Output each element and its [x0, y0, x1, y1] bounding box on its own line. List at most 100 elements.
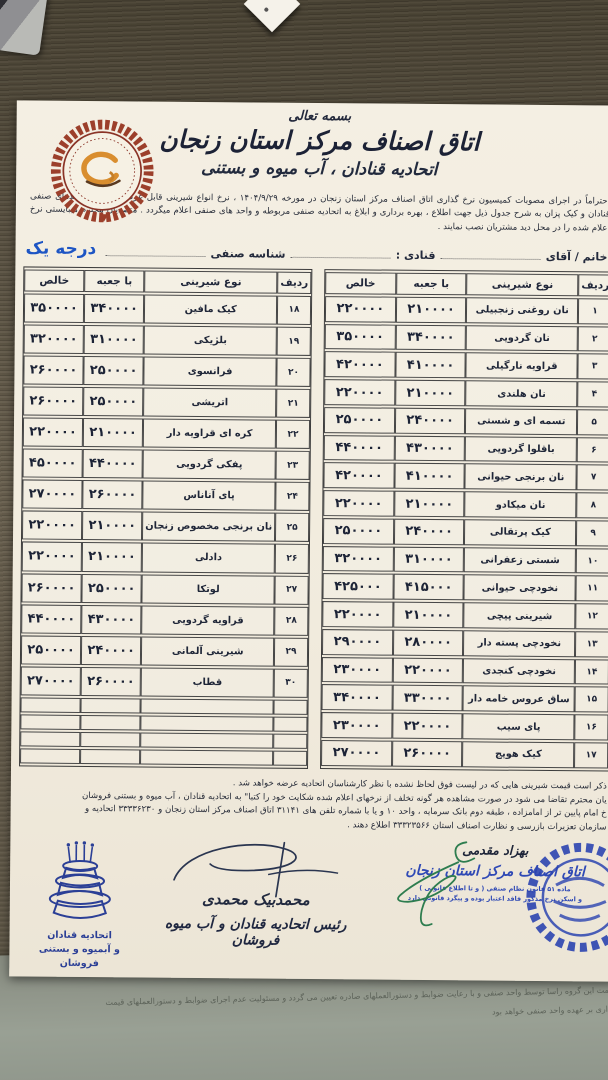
- net-price-cell: ۲۶۰۰۰۰: [23, 386, 84, 417]
- with-box-price-cell: ۳۴۰۰۰۰: [395, 324, 467, 351]
- sweet-name-cell: شیرینی پیچی: [463, 602, 576, 630]
- with-box-price-cell: ۲۱۰۰۰۰: [395, 296, 467, 323]
- header-sweet-type: نوع شیرینی: [466, 273, 579, 297]
- net-price-cell: ۲۷۰۰۰۰: [22, 479, 83, 510]
- gear-stamp-icon: [526, 842, 608, 952]
- net-price-cell: ۲۹۰۰۰۰: [322, 628, 393, 656]
- header-with-box: با جعبه: [395, 272, 467, 296]
- sweet-name-cell: شستی زعفرانی: [464, 546, 577, 574]
- row-number-cell: ۲۶: [274, 544, 309, 574]
- sweet-name-cell: نان گردویی: [466, 324, 578, 352]
- table-row: ۲ نان گردویی ۳۴۰۰۰۰ ۳۵۰۰۰۰: [324, 323, 608, 353]
- net-price-cell: ۲۲۰۰۰۰: [322, 601, 394, 628]
- table-row: ۲۵ نان برنجی مخصوص زنجان ۲۱۰۰۰۰ ۲۲۰۰۰۰: [21, 510, 310, 543]
- table-row: ۴ نان هلندی ۲۱۰۰۰۰ ۲۲۰۰۰۰: [324, 379, 608, 408]
- with-box-price-cell: ۲۲۰۰۰۰: [392, 657, 464, 684]
- trade-id-label: شناسه صنفی: [210, 247, 286, 261]
- with-box-price-cell: ۴۱۵۰۰۰: [393, 574, 465, 601]
- table-row: ۲۱ اتریشی ۲۵۰۰۰۰ ۲۶۰۰۰۰: [23, 386, 311, 419]
- header-sweet-type: نوع شیرینی: [144, 270, 278, 294]
- table-row: ۱۲ شیرینی پیچی ۲۱۰۰۰۰ ۲۲۰۰۰۰: [322, 601, 608, 630]
- table-row: ۲۰ فرانسوی ۲۵۰۰۰۰ ۲۶۰۰۰۰: [23, 355, 311, 388]
- name-label: خانم / آقای: [545, 249, 608, 264]
- row-number-cell: ۹: [576, 520, 608, 547]
- sweet-name-cell: تسمه ای و شستی: [465, 408, 578, 435]
- with-box-price-cell: ۴۳۰۰۰۰: [394, 435, 466, 462]
- with-box-price-cell: ۳۳۰۰۰۰: [392, 685, 464, 712]
- sweet-name-cell: نخودچی پسته دار: [463, 630, 576, 657]
- row-number-cell: ۳۰: [273, 668, 308, 698]
- row-number-cell: ۲۳: [275, 450, 310, 481]
- net-price-cell: ۲۵۰۰۰۰: [322, 517, 394, 545]
- price-table-rows-18-30: ردیف نوع شیرینی با جعبه خالص ۱۸ کیک مافین…: [19, 266, 313, 769]
- empty-cell: [273, 716, 308, 732]
- table-row: ۱۵ ساق عروس خامه دار ۳۳۰۰۰۰ ۳۴۰۰۰۰: [321, 684, 608, 713]
- diamond-dot: [263, 6, 270, 13]
- table-row: ۵ تسمه ای و شستی ۲۴۰۰۰۰ ۲۵۰۰۰۰: [323, 407, 608, 436]
- row-number-cell: ۱۷: [574, 742, 608, 769]
- union-emblem-icon: [50, 119, 154, 223]
- net-price-cell: ۲۷۰۰۰۰: [20, 666, 82, 696]
- dotted-line: [290, 256, 391, 259]
- net-price-cell: ۲۲۰۰۰۰: [324, 379, 396, 406]
- with-box-price-cell: ۲۱۰۰۰۰: [82, 511, 143, 541]
- table-row: ۲۸ قراویه گردویی ۴۳۰۰۰۰ ۴۴۰۰۰۰: [21, 603, 309, 636]
- sweet-name-cell: قراویه نارگیلی: [465, 352, 578, 380]
- dotted-line: [440, 258, 541, 260]
- net-price-cell: ۴۲۰۰۰۰: [323, 462, 395, 489]
- empty-table-row: [20, 697, 308, 715]
- empty-table-row: [20, 748, 308, 766]
- empty-cell: [80, 731, 141, 748]
- sweet-name-cell: نان برنجی مخصوص زنجان: [142, 511, 276, 543]
- row-number-cell: ۵: [577, 409, 608, 436]
- sweet-name-cell: پای آناناس: [142, 480, 276, 512]
- table-row: ۱۰ شستی زعفرانی ۳۱۰۰۰۰ ۳۲۰۰۰۰: [322, 545, 608, 575]
- empty-cell: [20, 714, 81, 730]
- with-box-price-cell: ۴۳۰۰۰۰: [81, 604, 142, 635]
- with-box-price-cell: ۲۲۰۰۰۰: [391, 712, 463, 740]
- signatory-title: رئیس اتحادیه قنادان و آب میوه فروشان: [164, 915, 347, 949]
- shop-label: قنادی :: [395, 248, 436, 262]
- union-cake-stamp: اتحادیه قنادان و آبمیوه و بستنی فروشان: [19, 836, 140, 972]
- sweet-name-cell: قطاب: [140, 667, 274, 698]
- net-price-cell: ۲۳۰۰۰۰: [321, 712, 393, 739]
- sweet-name-cell: نان میکادو: [464, 491, 577, 519]
- with-box-price-cell: ۲۵۰۰۰۰: [83, 356, 144, 386]
- net-price-cell: ۳۵۰۰۰۰: [324, 323, 396, 351]
- signature-block-union-president: محمدبیک محمدی رئیس اتحادیه قنادان و آب م…: [145, 835, 366, 949]
- table-row: ۷ نان برنجی حیوانی ۴۱۰۰۰۰ ۴۲۰۰۰۰: [323, 462, 608, 491]
- row-number-cell: ۶: [576, 436, 608, 464]
- with-box-price-cell: ۲۵۰۰۰۰: [83, 387, 144, 417]
- sweet-name-cell: شیرینی آلمانی: [141, 636, 275, 667]
- handwritten-signature-icon: [173, 841, 339, 898]
- net-price-cell: ۴۲۰۰۰۰: [324, 351, 396, 378]
- net-price-cell: ۲۲۰۰۰۰: [22, 417, 84, 448]
- header-net: خالص: [325, 272, 397, 295]
- secondary-sheet-line: گذاری بر عهده واحد صنفی خواهد بود: [491, 1004, 608, 1017]
- table-row: ۱۷ کیک هویج ۲۶۰۰۰۰ ۲۷۰۰۰۰: [321, 739, 608, 769]
- row-number-cell: ۱۱: [575, 575, 608, 602]
- empty-cell: [140, 749, 274, 766]
- table-row: ۲۶ دادلی ۲۱۰۰۰۰ ۲۲۰۰۰۰: [21, 541, 309, 574]
- table-row: ۲۲ کره ای قراویه دار ۲۱۰۰۰۰ ۲۲۰۰۰۰: [22, 417, 311, 450]
- with-box-price-cell: ۴۱۰۰۰۰: [394, 463, 466, 490]
- header-row-number: ردیف: [578, 274, 608, 297]
- net-price-cell: ۲۶۰۰۰۰: [21, 572, 82, 603]
- row-number-cell: ۲: [577, 325, 608, 353]
- net-price-cell: ۲۵۰۰۰۰: [323, 407, 395, 434]
- sweet-name-cell: نان روغنی زنجبیلی: [466, 297, 579, 324]
- with-box-price-cell: ۲۶۰۰۰۰: [80, 666, 142, 697]
- empty-cell: [20, 697, 81, 713]
- with-box-price-cell: ۲۱۰۰۰۰: [394, 379, 466, 407]
- empty-cell: [273, 733, 308, 749]
- price-tables: ردیف نوع شیرینی با جعبه خالص ۱ نان روغنی …: [19, 266, 608, 773]
- sweet-name-cell: کره ای قراویه دار: [143, 418, 277, 449]
- with-box-price-cell: ۲۴۰۰۰۰: [394, 407, 466, 434]
- net-price-cell: ۴۴۰۰۰۰: [323, 434, 395, 462]
- with-box-price-cell: ۲۸۰۰۰۰: [392, 629, 464, 656]
- header-row-number: ردیف: [277, 271, 312, 294]
- with-box-price-cell: ۲۶۰۰۰۰: [82, 480, 143, 510]
- header-with-box: با جعبه: [84, 269, 145, 293]
- net-price-cell: ۲۲۰۰۰۰: [324, 296, 396, 323]
